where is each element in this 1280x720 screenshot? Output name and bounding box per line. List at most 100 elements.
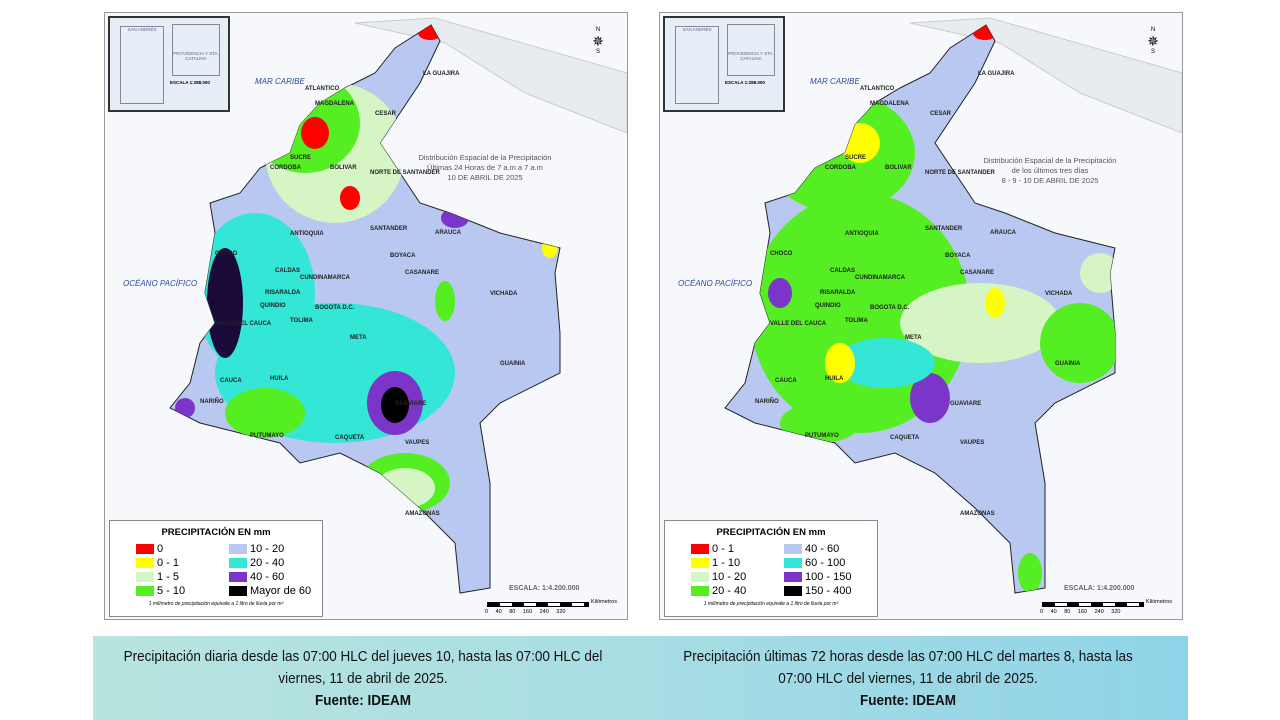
inset-label: PROVIDENCIA Y STA. CATALINA <box>728 51 774 61</box>
map-title-line: Distribución Espacial de la Precipitació… <box>983 156 1117 165</box>
sea-label: OCÉANO PACÍFICO <box>123 279 198 288</box>
scale-ticks: 0 40 80 160 240 320 <box>485 609 566 615</box>
department-label: MAGDALENA <box>315 101 354 107</box>
department-label: RISARALDA <box>265 290 301 296</box>
precipitation-map <box>105 13 627 619</box>
department-label: META <box>905 335 922 341</box>
legend-item: 5 - 10 <box>136 584 229 597</box>
map-panel-24h: SAN ANDRÉS PROVIDENCIA Y STA. CATALINA ESC… <box>104 12 628 620</box>
legend-item: 60 - 100 <box>784 556 877 569</box>
legend-item: 0 - 1 <box>691 542 784 555</box>
caption-source: Fuente: IDEAM <box>859 692 956 709</box>
caption-text: Precipitación últimas 72 horas desde las… <box>683 648 1133 687</box>
department-label: VALLE DEL CAUCA <box>215 321 272 327</box>
legend-item: 10 - 20 <box>229 542 322 555</box>
precipitation-zone <box>301 117 329 149</box>
compass-rose-icon: N ✵ S <box>1147 27 1159 55</box>
department-label: CORDOBA <box>270 165 301 171</box>
legend-label: 150 - 400 <box>805 584 852 597</box>
inset-scale: ESCALA 1:288.000 <box>170 80 210 85</box>
department-label: SANTANDER <box>925 226 963 232</box>
department-label: CALDAS <box>830 268 855 274</box>
department-label: CASANARE <box>960 270 995 276</box>
legend-swatch <box>229 585 247 596</box>
map-title-line: 10 DE ABRIL DE 2025 <box>447 173 523 182</box>
department-label: ANTIOQUIA <box>845 231 879 237</box>
legend-label: 60 - 100 <box>805 556 846 569</box>
department-label: HUILA <box>270 376 289 382</box>
department-label: ARAUCA <box>990 230 1016 236</box>
inset-label: SAN ANDRÉS <box>682 27 712 32</box>
legend-swatch <box>136 557 154 568</box>
precipitation-zone <box>985 288 1005 318</box>
department-label: AMAZONAS <box>960 511 995 517</box>
map-title-line: Últimas 24 Horas de 7 a.m a 7 a.m <box>427 163 543 172</box>
legend-label: 1 - 5 <box>157 570 180 583</box>
legend-swatch <box>784 571 802 582</box>
legend-swatch <box>691 571 709 582</box>
precipitation-zone <box>435 281 455 321</box>
legend-swatch <box>229 571 247 582</box>
caption-source: Fuente: IDEAM <box>314 692 411 709</box>
scale-bar <box>487 602 589 607</box>
legend-label: 5 - 10 <box>157 584 186 597</box>
department-label: CHOCO <box>215 251 238 257</box>
department-label: CAUCA <box>775 378 797 384</box>
department-label: META <box>350 335 367 341</box>
precipitation-zone <box>175 398 195 418</box>
department-label: BOLIVAR <box>330 165 357 171</box>
legend-swatch <box>229 557 247 568</box>
department-label: NARIÑO <box>200 399 224 405</box>
department-label: VICHADA <box>490 291 518 297</box>
department-label: TOLIMA <box>290 318 313 324</box>
department-label: GUAINIA <box>1055 361 1081 367</box>
map-title: Distribución Espacial de la Precipitació… <box>385 153 585 183</box>
department-label: ATLANTICO <box>860 86 895 92</box>
legend-swatch <box>784 543 802 554</box>
legend-label: 20 - 40 <box>250 556 285 569</box>
department-label: CALDAS <box>275 268 300 274</box>
department-label: VAUPES <box>405 440 430 446</box>
department-label: GUAINIA <box>500 361 526 367</box>
legend-item: 40 - 60 <box>784 542 877 555</box>
department-label: CESAR <box>930 111 952 117</box>
legend-note: 1 milímetro de precipitación equivale a … <box>703 601 839 607</box>
legend-title: PRECIPITACIÓN EN mm <box>161 527 271 538</box>
legend-label: 0 - 1 <box>712 542 735 555</box>
department-label: NARIÑO <box>755 399 779 405</box>
department-label: MAGDALENA <box>870 101 909 107</box>
legend-swatch <box>691 557 709 568</box>
scale-bar <box>1042 602 1144 607</box>
caption-text: Precipitación diaria desde las 07:00 HLC… <box>123 648 603 687</box>
department-label: CUNDINAMARCA <box>855 275 905 281</box>
department-label: BOGOTA D.C. <box>315 305 355 311</box>
department-label: CUNDINAMARCA <box>300 275 350 281</box>
precipitation-zone <box>381 387 409 423</box>
department-label: GUAVIARE <box>395 401 427 407</box>
legend-item: 0 <box>136 542 229 555</box>
department-label: CASANARE <box>405 270 440 276</box>
caption-left: Precipitación diaria desde las 07:00 HLC… <box>120 646 606 712</box>
department-label: LA GUAJIRA <box>978 71 1015 77</box>
precipitation-map <box>660 13 1182 619</box>
map-title-line: 8 - 9 - 10 DE ABRIL DE 2025 <box>1001 176 1099 185</box>
department-label: BOLIVAR <box>885 165 912 171</box>
legend-swatch <box>136 585 154 596</box>
sea-label: MAR CARIBE <box>255 77 305 86</box>
department-label: SUCRE <box>845 155 867 161</box>
department-label: CAQUETA <box>890 435 920 441</box>
inset-scale: ESCALA 1:288.000 <box>725 80 765 85</box>
legend-label: 40 - 60 <box>250 570 285 583</box>
department-label: VICHADA <box>1045 291 1073 297</box>
inset-label: PROVIDENCIA Y STA. CATALINA <box>173 51 219 61</box>
department-label: VALLE DEL CAUCA <box>770 321 827 327</box>
legend-item: 1 - 5 <box>136 570 229 583</box>
legend-swatch <box>784 585 802 596</box>
scale-label: ESCALA: 1:4.200.000 <box>1064 585 1135 592</box>
department-label: BOGOTA D.C. <box>870 305 910 311</box>
legend-label: 1 - 10 <box>712 556 741 569</box>
map-title: Distribución Espacial de la Precipitació… <box>950 156 1150 186</box>
department-label: CAQUETA <box>335 435 365 441</box>
legend-swatch <box>784 557 802 568</box>
precipitation-zone <box>900 283 1060 363</box>
